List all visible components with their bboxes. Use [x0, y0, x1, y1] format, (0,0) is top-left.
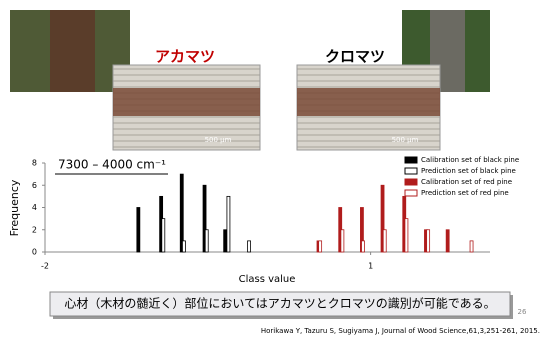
bar — [137, 208, 140, 253]
annotation: 7300 – 4000 cm⁻¹ — [58, 158, 166, 172]
legend-swatch — [405, 168, 417, 174]
y-tick-label: 4 — [32, 203, 37, 212]
slide-canvas: 500 μm 500 μm アカマツ クロマツ 7300 – 4000 cm⁻¹… — [0, 0, 545, 339]
x-axis-label: Class value — [239, 274, 296, 285]
legend-label: Prediction set of black pine — [421, 167, 516, 175]
black-pine-label: クロマツ — [325, 48, 385, 66]
bar — [362, 241, 365, 252]
heartwood-band — [297, 88, 440, 116]
bar — [182, 241, 185, 252]
red-pine-label: アカマツ — [155, 48, 215, 66]
caption: 心材（木材の髄近く）部位においてはアカマツとクロマツの識別が可能である。 — [64, 296, 495, 311]
bar — [180, 174, 183, 252]
bar — [405, 219, 408, 252]
legend-label: Prediction set of red pine — [421, 189, 509, 197]
y-axis-label: Frequency — [8, 179, 21, 236]
heartwood-band — [113, 88, 260, 116]
bar — [470, 241, 473, 252]
y-tick-label: 6 — [32, 181, 37, 190]
bar — [319, 241, 322, 252]
citation: Horikawa Y, Tazuru S, Sugiyama J, Journa… — [261, 327, 540, 335]
bar — [227, 196, 230, 252]
scale-label: 500 μm — [392, 136, 419, 144]
scale-label: 500 μm — [205, 136, 232, 144]
y-tick-label: 8 — [32, 159, 37, 168]
y-tick-label: 0 — [32, 248, 37, 257]
trunk — [50, 10, 95, 92]
bar — [427, 230, 430, 252]
slide: 500 μm 500 μm アカマツ クロマツ 7300 – 4000 cm⁻¹… — [0, 0, 545, 339]
bar — [248, 241, 251, 252]
page-number: 26 — [518, 308, 527, 316]
bar — [224, 230, 227, 252]
y-tick-label: 2 — [32, 225, 37, 234]
bar — [446, 230, 449, 252]
legend-label: Calibration set of red pine — [421, 178, 512, 186]
bar — [162, 219, 165, 252]
bar — [383, 230, 386, 252]
legend-label: Calibration set of black pine — [421, 156, 519, 164]
x-tick-label: 1 — [368, 262, 373, 271]
bar — [341, 230, 344, 252]
legend-swatch — [405, 179, 417, 185]
legend-swatch — [405, 190, 417, 196]
x-tick-label: -2 — [41, 262, 49, 271]
legend-swatch — [405, 157, 417, 163]
bar — [205, 230, 208, 252]
